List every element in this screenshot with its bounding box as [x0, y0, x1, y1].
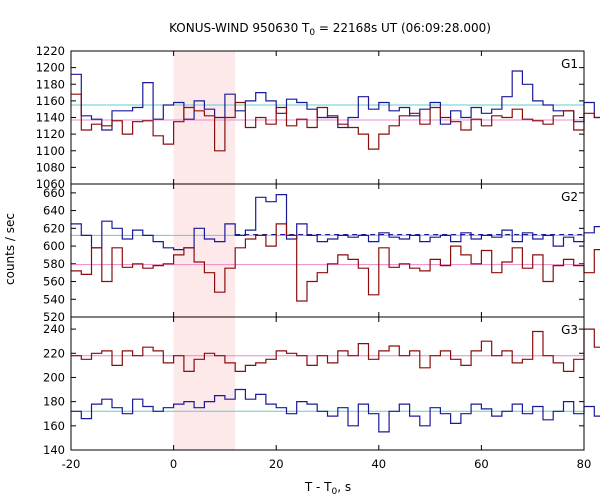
x-tick-label: 80 — [577, 457, 592, 471]
y-tick-label-g1: 1140 — [36, 111, 65, 125]
panel-label-g3: G3 — [561, 323, 578, 337]
y-tick-label-g2: 580 — [43, 257, 65, 271]
y-tick-label-g1: 1120 — [36, 127, 65, 141]
panel-frame-g2 — [70, 183, 585, 318]
panel-frame-g3 — [70, 316, 585, 451]
y-tick-label-g3: 220 — [43, 346, 65, 360]
y-tick-label-g1: 1100 — [36, 144, 65, 158]
y-axis-label: counts / sec — [3, 213, 17, 285]
x-tick-label: 40 — [371, 457, 386, 471]
y-tick-label-g2: 620 — [43, 221, 65, 235]
y-tick-label-g1: 1080 — [36, 160, 65, 174]
series-red-g3 — [71, 328, 600, 372]
y-tick-label-g3: 160 — [43, 419, 65, 433]
x-tick-label: 20 — [269, 457, 284, 471]
series-red-g1 — [71, 93, 600, 152]
y-tick-label-g2: 560 — [43, 275, 65, 289]
x-tick-label: -20 — [62, 457, 81, 471]
y-tick-label-g2: 600 — [43, 239, 65, 253]
series-blue-g2 — [71, 194, 600, 251]
y-tick-label-g2: 520 — [43, 310, 65, 324]
y-tick-label-g2: 660 — [43, 186, 65, 200]
y-tick-label-g2: 540 — [43, 292, 65, 306]
x-tick-label: 60 — [474, 457, 489, 471]
panel-label-g1: G1 — [561, 57, 578, 71]
y-tick-label-g1: 1220 — [36, 44, 65, 58]
y-tick-label-g1: 1060 — [36, 177, 65, 191]
chart-title: KONUS-WIND 950630 T0 = 22168s UT (06:09:… — [169, 21, 491, 38]
y-tick-label-g2: 640 — [43, 204, 65, 218]
x-tick-label: 0 — [170, 457, 177, 471]
x-axis-label: T - T0, s — [304, 480, 351, 497]
y-tick-label-g1: 1180 — [36, 77, 65, 91]
panel-label-g2: G2 — [561, 190, 578, 204]
y-tick-label-g3: 200 — [43, 370, 65, 384]
y-tick-label-g1: 1200 — [36, 61, 65, 75]
y-tick-label-g3: 180 — [43, 395, 65, 409]
series-blue-g3 — [71, 388, 600, 433]
y-tick-label-g1: 1160 — [36, 94, 65, 108]
y-tick-label-g3: 140 — [43, 443, 65, 457]
y-tick-label-g3: 240 — [43, 322, 65, 336]
plot-area: 1060 1080 1100 1120 1140 1160 1180 1200 1220 G1 52… — [36, 44, 600, 471]
